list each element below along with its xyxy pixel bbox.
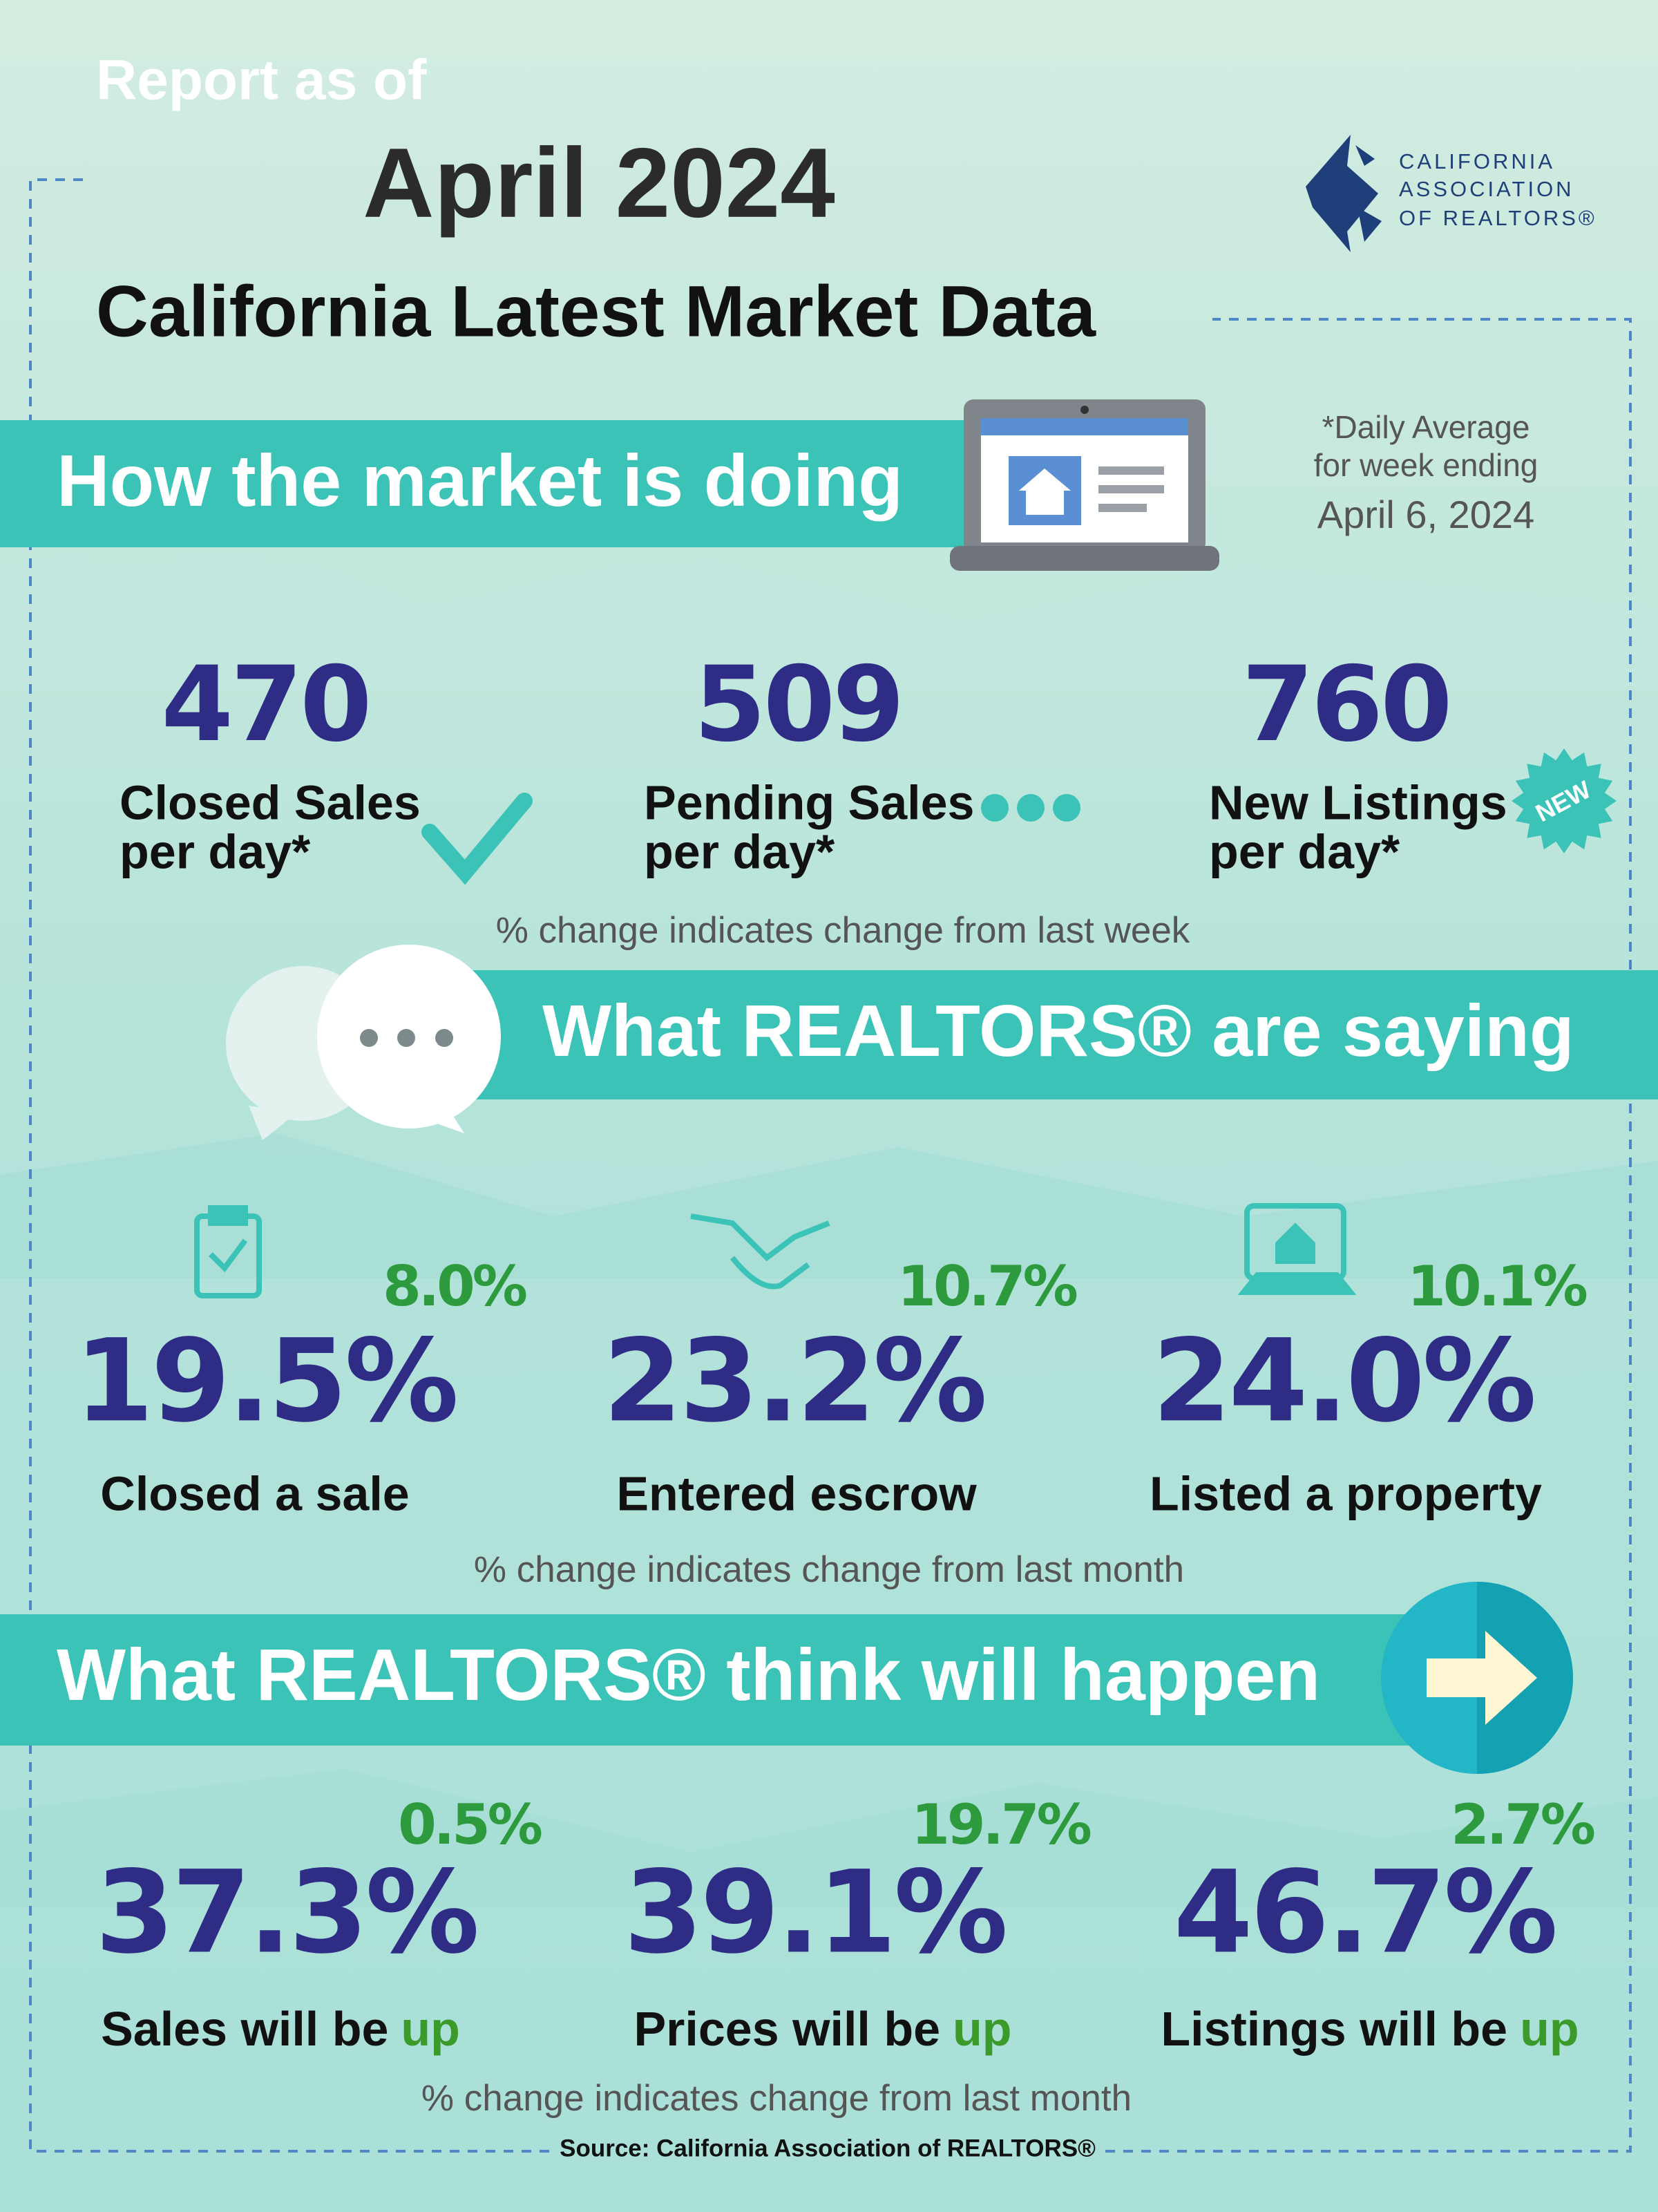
label-text: Prices will be xyxy=(633,2002,940,2056)
eyebrow: Report as of xyxy=(96,49,427,112)
market-decor-shape xyxy=(421,793,533,885)
note-line: *Daily Average xyxy=(1322,409,1530,445)
saying-banner-shape xyxy=(435,1029,453,1047)
stat-label: per day* xyxy=(644,824,835,878)
stat-label: Listed a property xyxy=(1150,1466,1542,1520)
logo-text: ASSOCIATION xyxy=(1399,177,1574,201)
market-decor-shape xyxy=(981,794,1009,822)
logo: CALIFORNIA ASSOCIATION OF REALTORS® xyxy=(1306,135,1597,252)
report-date: April 2024 xyxy=(363,129,835,238)
dashed-border-shape xyxy=(29,178,553,2153)
change: 10.1% xyxy=(1407,1254,1586,1318)
market-banner: How the market is doing xyxy=(0,420,981,547)
saying-stats: 8.0%19.5% Closed a sale 10.7%23.2% Entered … xyxy=(75,1254,1590,1521)
week-note: *Daily Average for week ending April 6, … xyxy=(1314,409,1538,536)
laptop-icon-shape xyxy=(1019,469,1071,515)
stat-label: per day* xyxy=(120,824,311,878)
section-heading: What REALTORS® think will happen xyxy=(57,1634,1320,1716)
saying-icons xyxy=(194,1203,1357,1298)
laptop-icon-shape xyxy=(1098,466,1164,475)
think-stats: 0.5%37.3%Sales will be up19.7%39.1%Prices… xyxy=(95,1793,1597,2057)
saying-icons-shape xyxy=(1237,1272,1357,1295)
laptop-icon-shape xyxy=(1098,504,1147,512)
logo-shape-shape xyxy=(1355,145,1375,166)
source: Source: California Association of REALTO… xyxy=(560,2135,1096,2162)
saying-icons-shape xyxy=(208,1205,248,1226)
section-heading: What REALTORS® are saying xyxy=(542,990,1574,1072)
stat-value: 46.7% xyxy=(1174,1846,1555,1978)
laptop-icon-shape xyxy=(1098,485,1164,493)
logo-shape-shape xyxy=(1357,207,1382,242)
dashed-border xyxy=(29,178,1632,2153)
market-decor-shape xyxy=(1512,748,1617,853)
stat-value: 470 xyxy=(161,645,369,765)
note-date: April 6, 2024 xyxy=(1317,493,1534,536)
background-shape xyxy=(0,1769,1658,1907)
saying-icons-shape xyxy=(690,1213,830,1262)
dashed-border-shape xyxy=(1105,318,1632,2153)
stat-label: Closed a sale xyxy=(100,1466,409,1520)
laptop-icon-shape xyxy=(981,418,1188,435)
saying-icons-shape xyxy=(209,1238,248,1273)
stat-label: Closed Sales xyxy=(120,775,421,829)
footnote: % change indicates change from last mont… xyxy=(474,1549,1184,1590)
stat-value: 24.0% xyxy=(1152,1314,1534,1447)
stat-value: 19.5% xyxy=(75,1314,456,1447)
change: 19.7% xyxy=(911,1793,1090,1857)
laptop-icon-shape xyxy=(1080,406,1089,414)
think-banner-shape xyxy=(0,1614,1478,1746)
saying-banner: What REALTORS® are saying xyxy=(226,945,1658,1140)
change: 2.7% xyxy=(1451,1793,1594,1857)
stat-label: Entered escrow xyxy=(616,1466,977,1520)
footnote: % change indicates change from last week xyxy=(496,910,1190,951)
note-line: for week ending xyxy=(1314,447,1538,483)
market-decor: NEW xyxy=(421,748,1617,885)
footnote: % change indicates change from last mont… xyxy=(421,2078,1132,2119)
logo-text: CALIFORNIA xyxy=(1399,149,1555,173)
logo-text: OF REALTORS® xyxy=(1399,206,1597,230)
saying-banner-shape xyxy=(463,970,1658,1099)
saying-icons-shape xyxy=(1275,1222,1315,1264)
direction: up xyxy=(1520,2002,1579,2056)
stat-label: Prices will be up xyxy=(633,2002,1011,2056)
stat-label: per day* xyxy=(1209,824,1400,878)
think-banner: What REALTORS® think will happen xyxy=(0,1582,1573,1774)
header: Report as of April 2024 California Lates… xyxy=(96,49,1097,352)
direction: up xyxy=(401,2002,460,2056)
label-text: Sales will be xyxy=(101,2002,388,2056)
background-shape xyxy=(0,525,1658,691)
section-heading: How the market is doing xyxy=(57,440,903,522)
stat-value: 39.1% xyxy=(624,1846,1005,1978)
stat-label: Listings will be up xyxy=(1161,2002,1579,2056)
laptop-icon xyxy=(950,399,1219,571)
label-text: Listings will be xyxy=(1161,2002,1507,2056)
direction: up xyxy=(953,2002,1012,2056)
laptop-icon-shape xyxy=(950,546,1219,571)
market-decor-shape xyxy=(1017,794,1045,822)
stat-label: New Listings xyxy=(1209,775,1507,829)
saying-banner-shape xyxy=(397,1029,415,1047)
market-banner-shape xyxy=(0,420,981,547)
stat-value: 37.3% xyxy=(95,1846,477,1978)
stat-value: 509 xyxy=(694,645,902,765)
change: 0.5% xyxy=(398,1793,542,1857)
change: 8.0% xyxy=(383,1254,526,1318)
title: California Latest Market Data xyxy=(96,272,1097,352)
stat-value: 23.2% xyxy=(603,1314,984,1447)
logo-shape-shape xyxy=(1306,135,1378,252)
logo-shape xyxy=(1306,135,1382,252)
stat-label: Sales will be up xyxy=(101,2002,460,2056)
saying-banner-shape xyxy=(360,1029,378,1047)
background-shape xyxy=(0,1133,1658,1278)
change: 10.7% xyxy=(897,1254,1076,1318)
think-banner-shape xyxy=(1427,1631,1537,1725)
saying-icons-shape xyxy=(730,1256,810,1289)
market-decor-shape xyxy=(1053,794,1080,822)
stat-label: Pending Sales xyxy=(644,775,974,829)
stat-value: 760 xyxy=(1241,645,1449,765)
